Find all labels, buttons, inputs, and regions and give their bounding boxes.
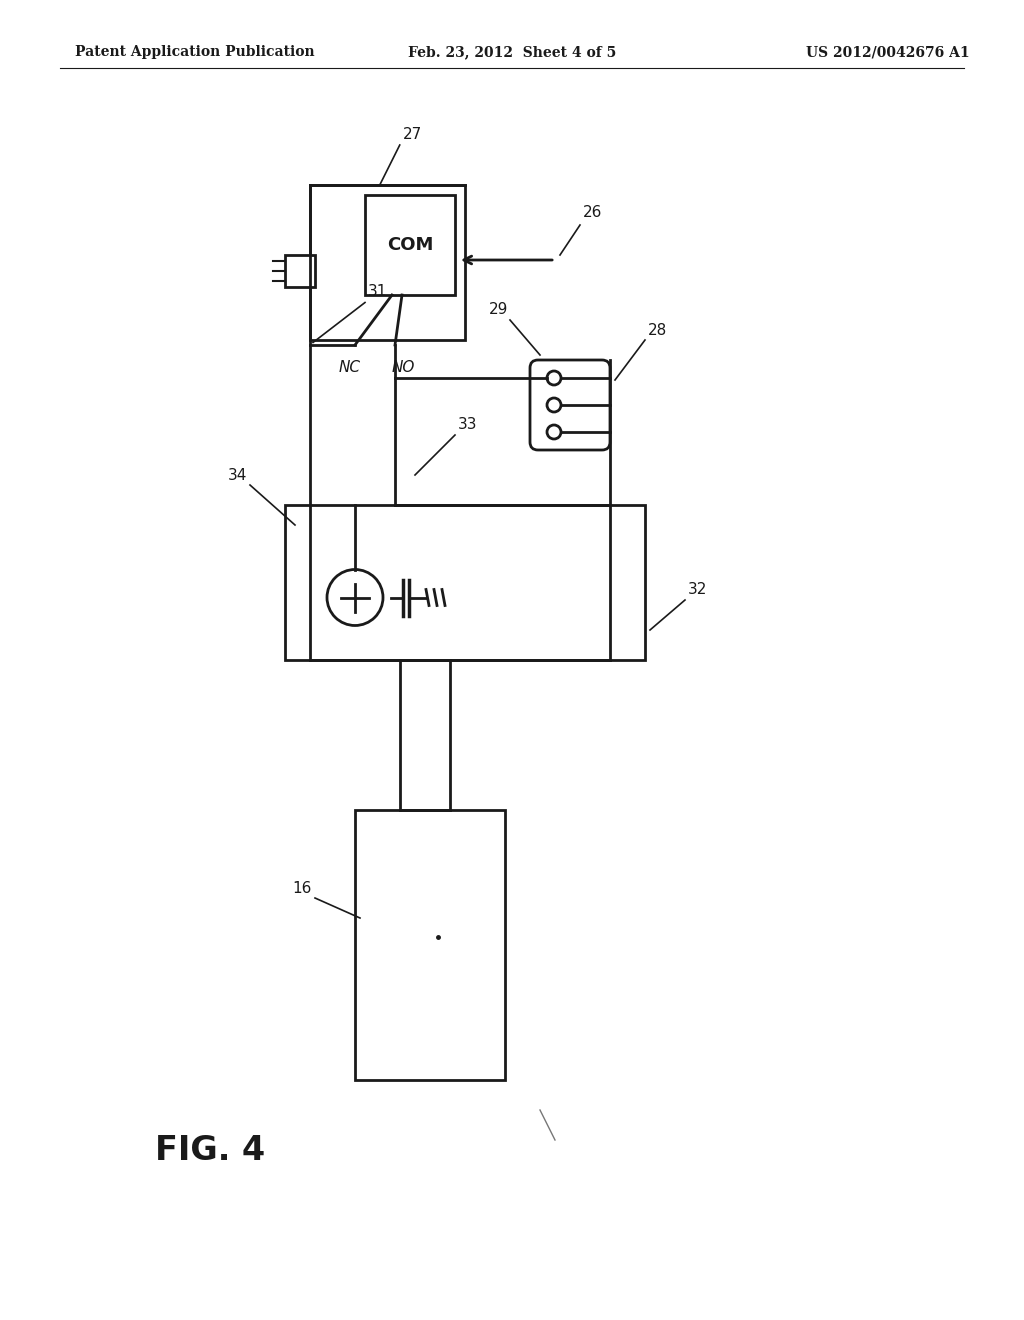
Text: 27: 27 [402, 127, 422, 143]
Bar [285, 255, 315, 286]
Text: 26: 26 [583, 205, 602, 220]
Text: 33: 33 [458, 417, 477, 432]
Text: US 2012/0042676 A1: US 2012/0042676 A1 [806, 45, 970, 59]
Bar [355, 810, 505, 1080]
Bar [365, 195, 455, 294]
Text: FIG. 4: FIG. 4 [155, 1134, 265, 1167]
Bar [310, 185, 465, 341]
Text: 34: 34 [227, 469, 247, 483]
Text: 32: 32 [688, 582, 708, 597]
Text: NC: NC [339, 360, 361, 375]
Text: 31: 31 [368, 285, 387, 300]
Text: Patent Application Publication: Patent Application Publication [75, 45, 314, 59]
Text: 16: 16 [293, 880, 312, 896]
Text: NO: NO [391, 360, 415, 375]
Text: COM: COM [387, 236, 433, 253]
Bar [285, 506, 645, 660]
FancyBboxPatch shape [530, 360, 610, 450]
Text: Feb. 23, 2012  Sheet 4 of 5: Feb. 23, 2012 Sheet 4 of 5 [408, 45, 616, 59]
Text: 29: 29 [488, 302, 508, 317]
Text: 28: 28 [648, 323, 668, 338]
